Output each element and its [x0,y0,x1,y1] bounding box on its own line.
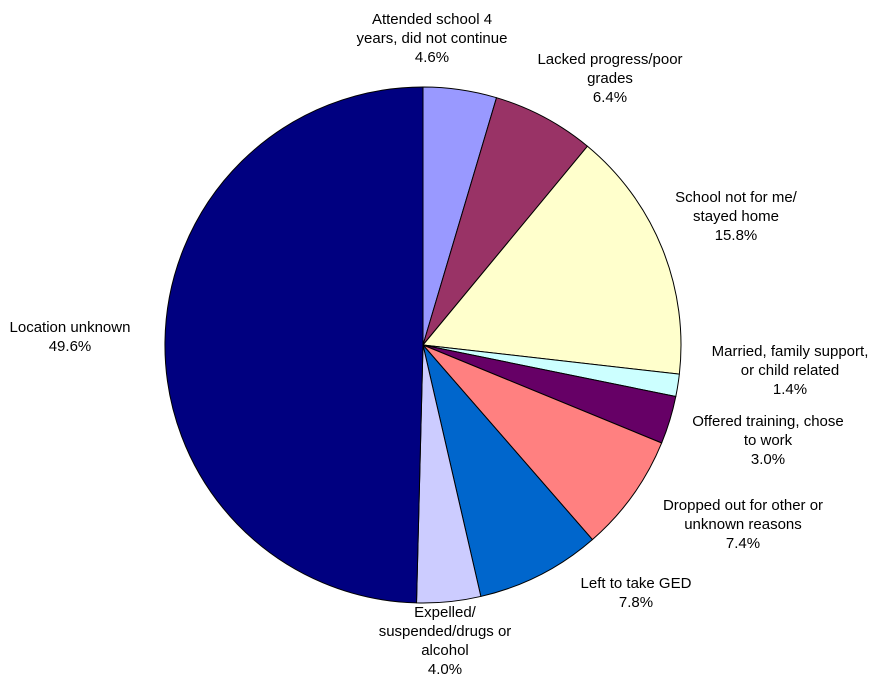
pie-slices [164,86,682,604]
slice-label-school-not-for-me-stayed-home: School not for me/stayed home 15.8% [675,189,798,244]
slice-label-line: 7.4% [726,535,760,552]
slice-label-left-to-take-ged: Left to take GED 7.8% [581,575,692,611]
slice-label-lacked-progress-poor-grades: Lacked progress/poor grades 6.4% [537,51,682,106]
slice-label-line: 6.4% [593,89,627,106]
slice-label-line: years, did not continue [357,30,508,47]
pie-slice-dropped-out-for-other-or-unknown-reasons [422,344,663,541]
slice-label-line: or child related [741,362,839,379]
pie-slice-left-to-take-ged [422,344,593,597]
slice-label-attended-school-4-years-did-not-continue: Attended school 4 years, did not continue… [357,11,508,66]
slice-label-location-unknown: Location unknown 49.6% [10,319,131,355]
slice-label-married-family-support-or-child-related: Married, family support, or child related… [712,343,869,398]
slice-label-line: unknown reasons [684,516,802,533]
slice-label-line: to work [744,432,793,449]
slice-label-line: Left to take GED [581,575,692,592]
slice-label-line: Location unknown [10,319,131,336]
slice-label-dropped-out-for-other-or-unknown-reasons: Dropped out for other or unknown reasons 7… [663,497,823,552]
slice-label-line: 1.4% [773,381,807,398]
slice-label-line: Expelled/ [414,604,477,621]
slice-label-line: Lacked progress/poor [537,51,682,68]
slice-label-line: 3.0% [751,451,785,468]
slice-label-line: Married, family support, [712,343,869,360]
slice-label-line: 15.8% [715,227,758,244]
pie-slice-location-unknown [164,86,424,604]
slice-label-expelled-suspended-drugs-or-alcohol: Expelled/suspended/drugs or alcohol 4.0% [379,604,512,678]
slice-label-line: School not for me/ [675,189,798,206]
slice-label-line: alcohol [421,642,469,659]
slice-label-line: 49.6% [49,338,92,355]
slice-label-line: 4.6% [415,49,449,66]
pie-labels: Attended school 4 years, did not continue… [10,11,869,678]
slice-label-line: 7.8% [619,594,653,611]
slice-label-offered-training-chose-to-work: Offered training, chose to work 3.0% [692,413,843,468]
slice-label-line: Attended school 4 [372,11,492,28]
slice-label-line: Dropped out for other or [663,497,823,514]
slice-label-line: grades [587,70,633,87]
slice-label-line: suspended/drugs or [379,623,512,640]
slice-label-line: stayed home [693,208,779,225]
slice-label-line: 4.0% [428,661,462,678]
pie-slice-school-not-for-me-stayed-home [422,145,682,375]
slice-label-line: Offered training, chose [692,413,843,430]
